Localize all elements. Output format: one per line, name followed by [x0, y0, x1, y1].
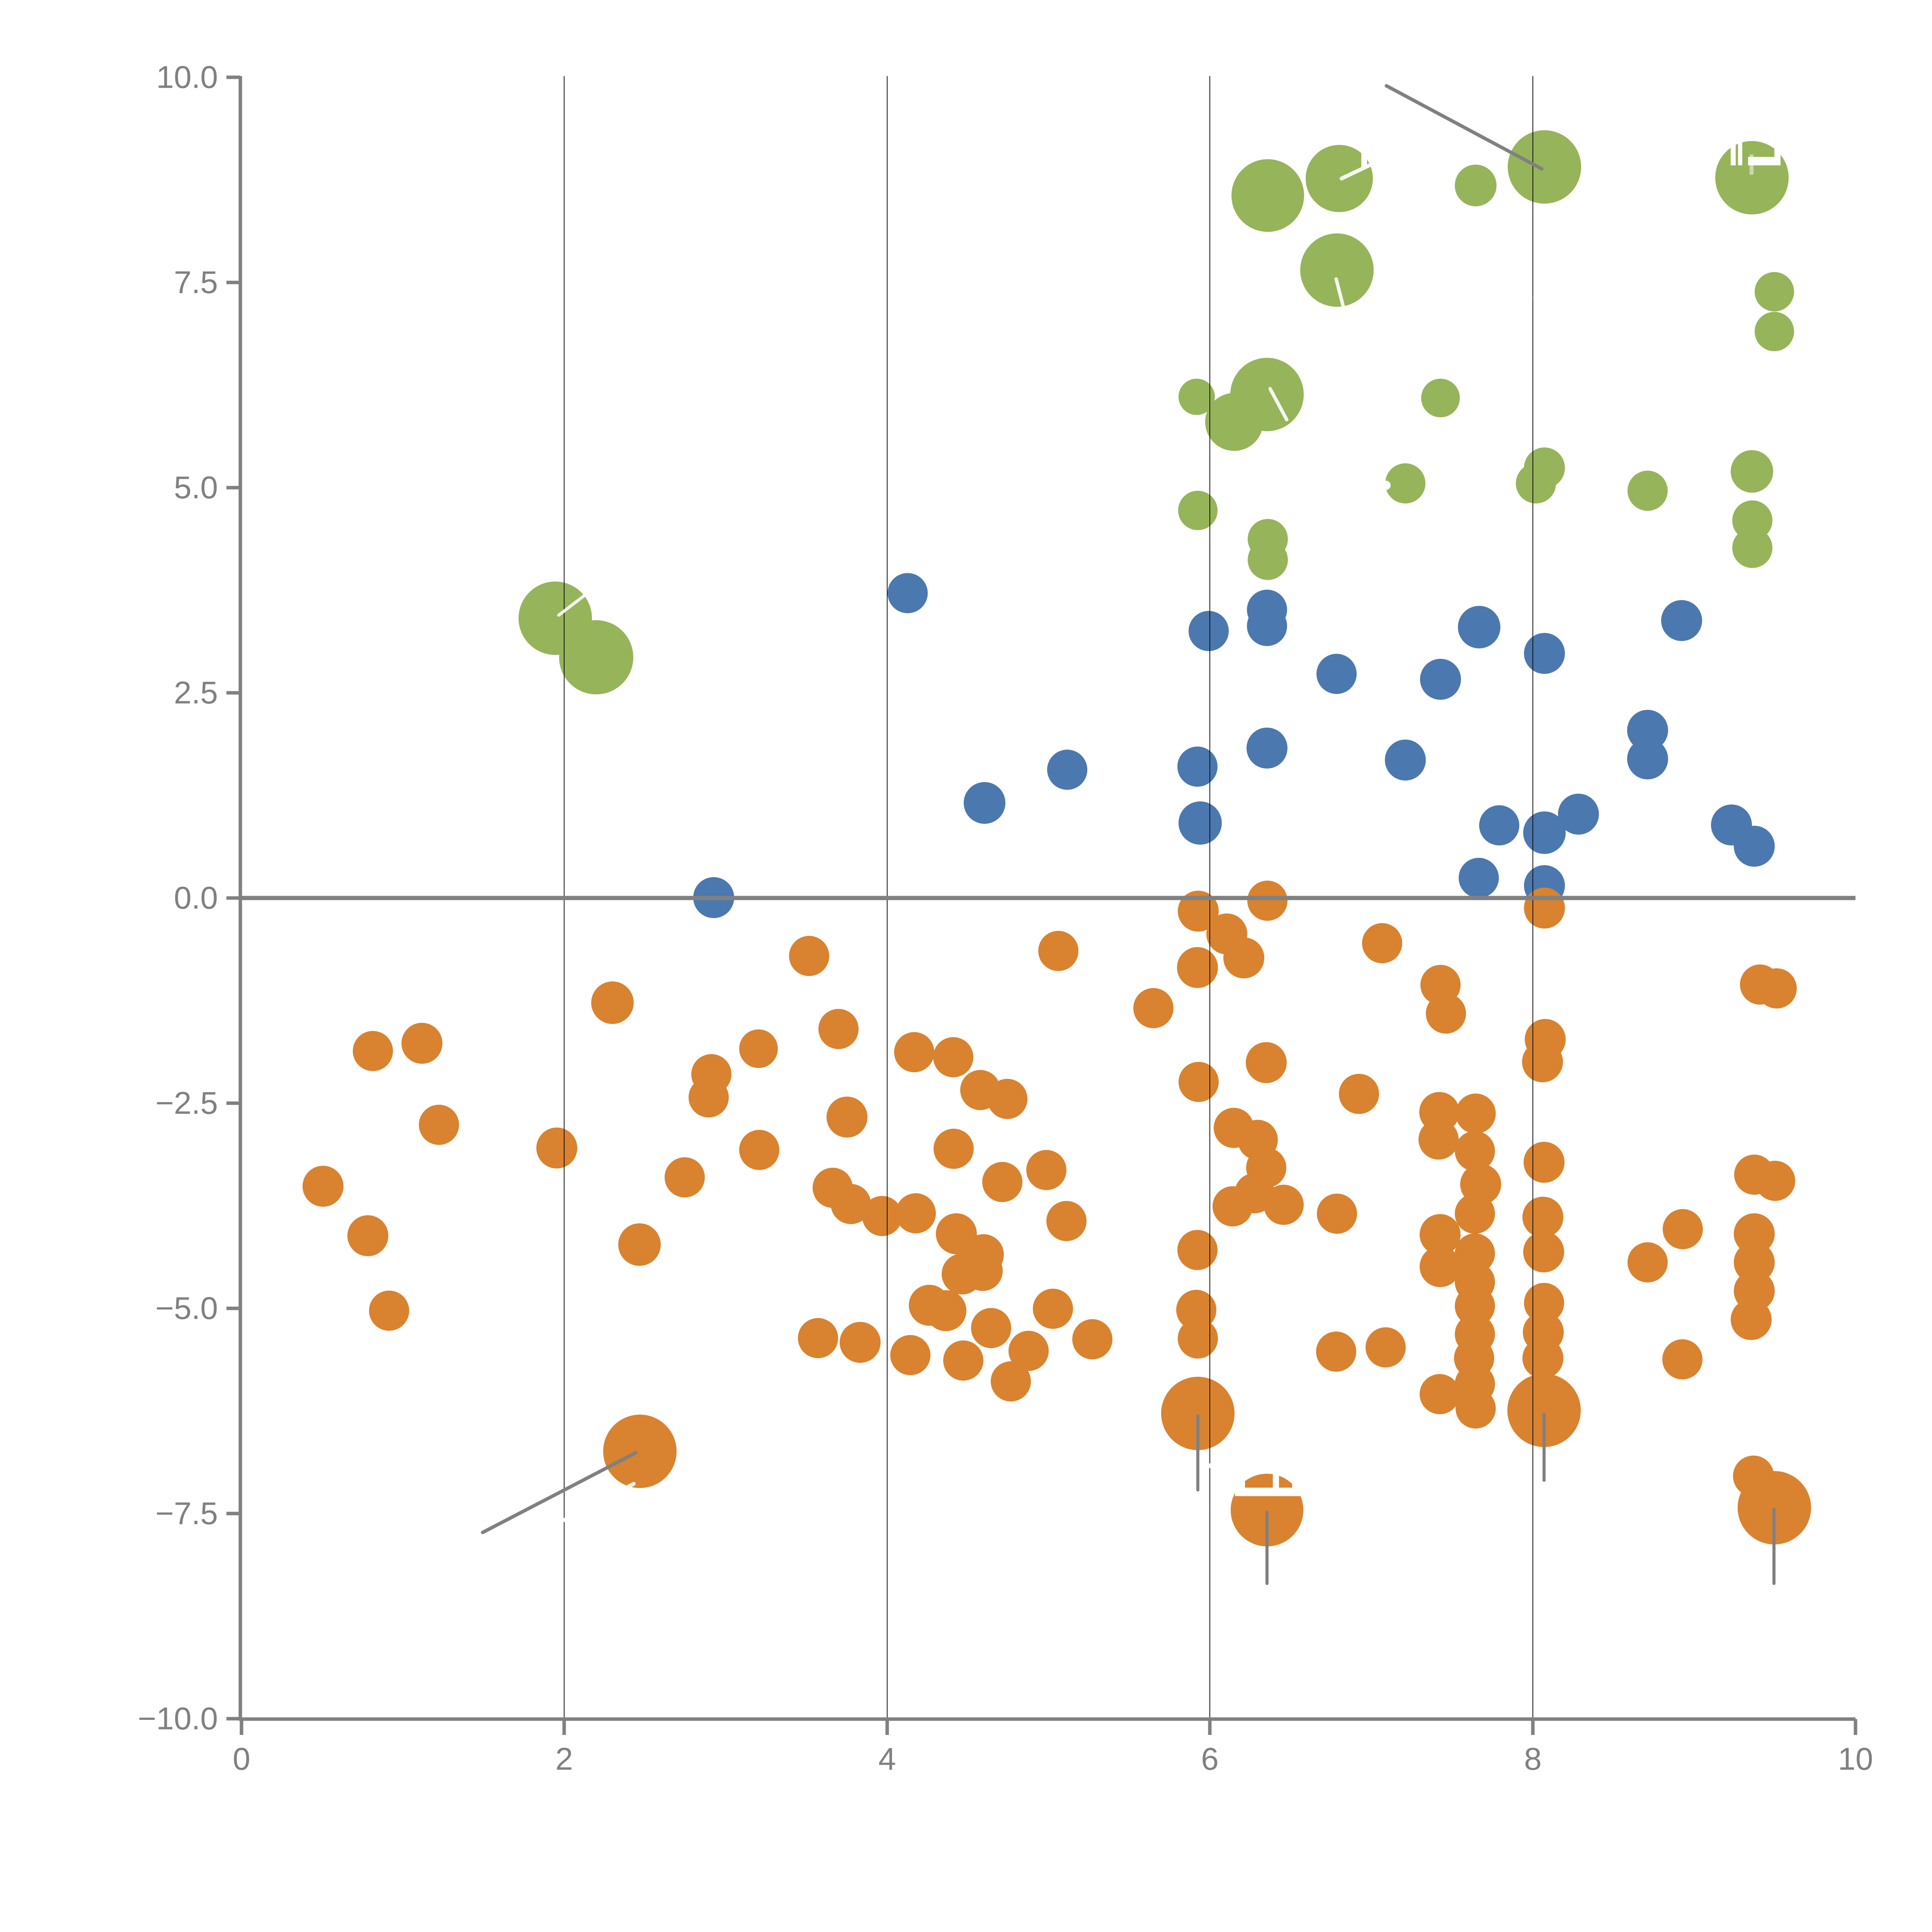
svg-text:10.0: 10.0: [156, 60, 218, 95]
svg-text:0: 0: [233, 1742, 250, 1777]
svg-text:−5.0: −5.0: [155, 1291, 218, 1326]
svg-text:−2.5: −2.5: [155, 1086, 218, 1121]
svg-text:−7.5: −7.5: [155, 1496, 218, 1531]
svg-text:2: 2: [555, 1742, 573, 1777]
svg-text:4: 4: [878, 1742, 896, 1777]
svg-text:5.0: 5.0: [174, 470, 218, 505]
svg-text:−10.0: −10.0: [138, 1701, 218, 1736]
svg-text:10: 10: [1838, 1742, 1873, 1777]
svg-text:8: 8: [1524, 1742, 1542, 1777]
svg-text:0.0: 0.0: [174, 881, 218, 916]
svg-text:7.5: 7.5: [174, 265, 218, 300]
svg-text:6: 6: [1201, 1742, 1219, 1777]
svg-text:2.5: 2.5: [174, 675, 218, 711]
